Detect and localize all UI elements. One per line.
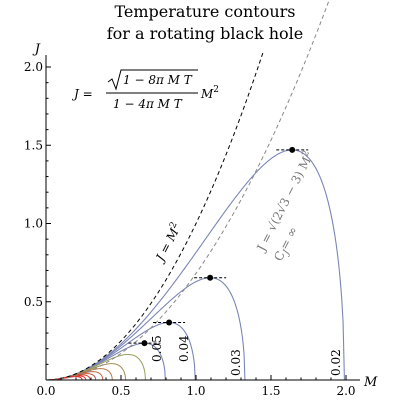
critical-point-T-0.04 <box>166 319 173 326</box>
critical-point-T-0.02 <box>289 146 296 153</box>
axes <box>45 55 360 381</box>
y-axis-label: J <box>32 42 41 57</box>
x-axis-label: M <box>363 375 378 390</box>
formula-tail: M2 <box>200 85 219 101</box>
contour-label-0.05: 0.05 <box>150 335 164 362</box>
x-tick-label-1.5: 1.5 <box>261 384 280 398</box>
formula-numerator: 1 − 8π M T <box>123 73 193 87</box>
contour-labels: 0.05 0.04 0.03 0.02 <box>150 335 343 376</box>
formula-denominator: 1 − 4π M T <box>113 97 183 111</box>
formula-sqrt-sign <box>107 69 198 91</box>
critical-point-T-0.05 <box>141 340 148 347</box>
chart-title-line-2: for a rotating black hole <box>107 24 304 43</box>
contour-small-7 <box>46 376 83 381</box>
x-tick-label-0.0: 0.0 <box>36 384 55 398</box>
y-tick-label-1.5: 1.5 <box>24 138 43 152</box>
y-tick-label-0.5: 0.5 <box>24 295 43 309</box>
y-tick-label-2.0: 2.0 <box>24 60 43 74</box>
cj-infinity-line <box>45 0 330 381</box>
critical-point-T-0.03 <box>207 274 214 281</box>
critical-points <box>128 146 309 347</box>
formula-lhs: J = <box>71 87 93 101</box>
y-tick-label-1.0: 1.0 <box>24 217 43 231</box>
contour-label-0.04: 0.04 <box>177 335 191 362</box>
formula-annotation: J = 1 − 8π M T 1 − 4π M T M2 <box>71 69 219 111</box>
contour-label-0.03: 0.03 <box>229 349 243 376</box>
x-tick-label-0.5: 0.5 <box>111 384 130 398</box>
x-tick-label-2.0: 2.0 <box>336 384 355 398</box>
x-tick-label-1.0: 1.0 <box>186 384 205 398</box>
guide-lines <box>45 0 330 381</box>
contour-label-0.02: 0.02 <box>329 349 343 376</box>
contour-T-0.03 <box>45 277 246 381</box>
extremal-line-label: J = M2 <box>151 220 184 266</box>
axis-ticks: 0.0 0.5 1.0 1.5 2.0 0.5 1.0 1.5 2.0 <box>24 60 356 398</box>
extremal-line <box>45 50 264 381</box>
chart-title-line-1: Temperature contours <box>114 2 295 21</box>
